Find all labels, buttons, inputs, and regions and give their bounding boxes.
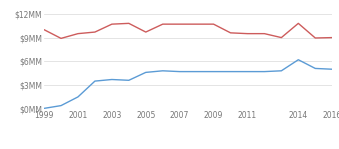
Average Expenditure [262, 33, 266, 35]
Average Expenditure [42, 29, 46, 31]
Average Expenditure [279, 37, 283, 38]
Average Expenditure [93, 31, 97, 33]
Average Expenditure [144, 31, 148, 33]
Timberland Academy School District [296, 59, 300, 61]
Line: Timberland Academy School District: Timberland Academy School District [44, 60, 332, 108]
Timberland Academy School District [93, 80, 97, 82]
Average Expenditure [178, 23, 182, 25]
Average Expenditure [127, 22, 131, 24]
Timberland Academy School District [330, 68, 334, 70]
Timberland Academy School District [245, 71, 250, 73]
Average Expenditure [59, 38, 63, 39]
Timberland Academy School District [195, 71, 199, 73]
Average Expenditure [195, 23, 199, 25]
Average Expenditure [110, 23, 114, 25]
Timberland Academy School District [110, 79, 114, 80]
Average Expenditure [330, 37, 334, 38]
Timberland Academy School District [42, 107, 46, 109]
Timberland Academy School District [144, 72, 148, 73]
Average Expenditure [161, 23, 165, 25]
Average Expenditure [313, 37, 317, 39]
Average Expenditure [212, 23, 216, 25]
Timberland Academy School District [262, 71, 266, 73]
Timberland Academy School District [279, 70, 283, 72]
Timberland Academy School District [228, 71, 233, 73]
Average Expenditure [245, 33, 250, 35]
Timberland Academy School District [178, 71, 182, 73]
Average Expenditure [228, 32, 233, 34]
Average Expenditure [296, 22, 300, 24]
Timberland Academy School District [127, 79, 131, 81]
Timberland Academy School District [76, 96, 80, 98]
Timberland Academy School District [212, 71, 216, 73]
Average Expenditure [76, 33, 80, 35]
Timberland Academy School District [313, 67, 317, 69]
Timberland Academy School District [59, 105, 63, 107]
Line: Average Expenditure: Average Expenditure [44, 23, 332, 38]
Timberland Academy School District [161, 70, 165, 72]
